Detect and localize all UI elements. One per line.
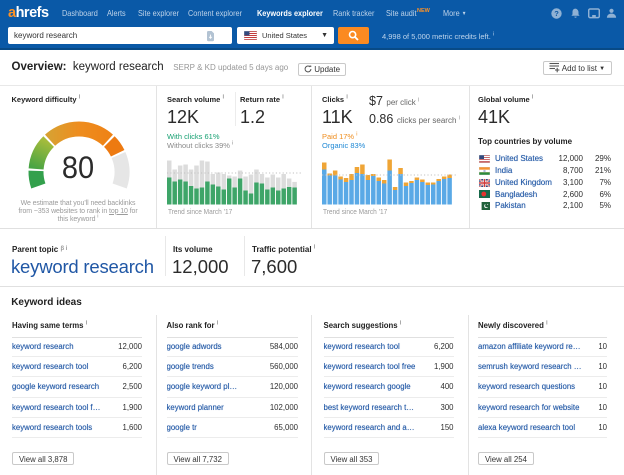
svg-text:?: ? (554, 9, 559, 18)
